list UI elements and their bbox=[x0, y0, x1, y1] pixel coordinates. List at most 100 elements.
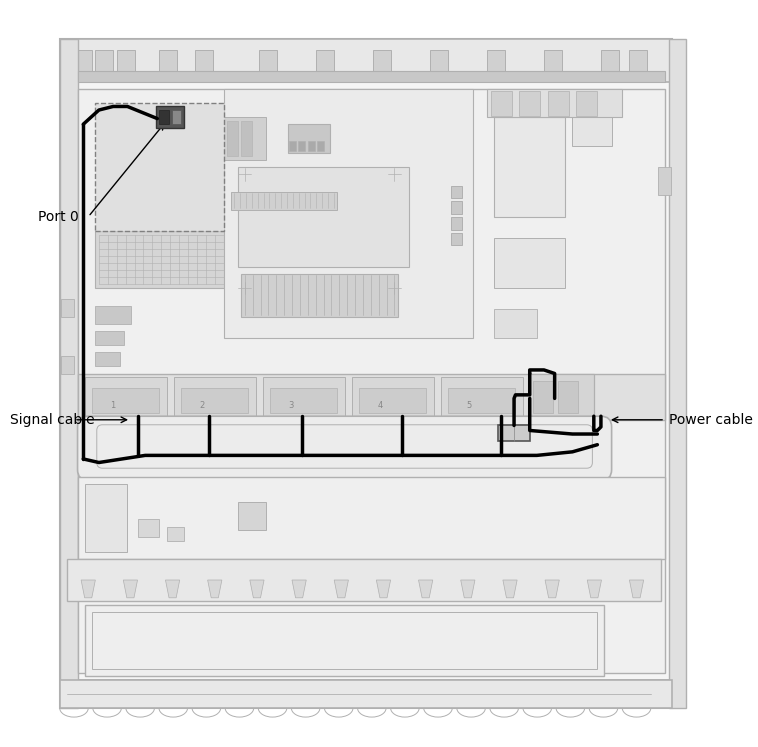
Bar bbox=[213, 121, 224, 156]
Text: Signal cable: Signal cable bbox=[10, 413, 95, 427]
Bar bbox=[452, 201, 462, 214]
Bar bbox=[61, 299, 74, 317]
Bar bbox=[156, 107, 184, 128]
Bar bbox=[96, 331, 124, 345]
Bar bbox=[270, 388, 337, 412]
Text: 2: 2 bbox=[199, 401, 205, 410]
Text: Power cable: Power cable bbox=[669, 413, 753, 427]
Bar bbox=[534, 381, 553, 412]
Bar bbox=[85, 377, 167, 416]
Polygon shape bbox=[250, 580, 264, 598]
Bar bbox=[440, 377, 522, 416]
Bar bbox=[67, 559, 662, 601]
Bar bbox=[85, 605, 604, 676]
Bar bbox=[430, 49, 448, 71]
Bar bbox=[259, 49, 277, 71]
Bar bbox=[490, 91, 512, 116]
Bar bbox=[230, 192, 337, 210]
Bar bbox=[85, 484, 127, 551]
Bar bbox=[352, 377, 434, 416]
Bar bbox=[174, 377, 255, 416]
Bar bbox=[487, 89, 622, 117]
Bar bbox=[316, 49, 334, 71]
Bar bbox=[558, 381, 578, 412]
Bar bbox=[452, 217, 462, 229]
Bar bbox=[241, 274, 398, 317]
Text: 5: 5 bbox=[467, 401, 471, 410]
Bar bbox=[60, 39, 672, 81]
Bar bbox=[106, 164, 205, 182]
Bar bbox=[572, 117, 612, 146]
Text: 3: 3 bbox=[289, 401, 294, 410]
Bar bbox=[102, 381, 117, 391]
Text: 1: 1 bbox=[111, 401, 116, 410]
Bar bbox=[373, 49, 391, 71]
Polygon shape bbox=[334, 580, 349, 598]
Bar bbox=[96, 306, 131, 323]
Bar bbox=[530, 374, 594, 420]
Bar bbox=[547, 91, 569, 116]
Bar bbox=[238, 167, 409, 267]
Bar bbox=[167, 527, 184, 541]
Bar bbox=[171, 110, 181, 124]
Bar bbox=[74, 49, 92, 71]
Polygon shape bbox=[292, 580, 306, 598]
Polygon shape bbox=[545, 580, 559, 598]
Bar bbox=[576, 91, 597, 116]
Bar bbox=[487, 49, 505, 71]
Bar bbox=[498, 426, 530, 441]
Bar bbox=[209, 117, 266, 160]
Bar bbox=[544, 49, 562, 71]
Bar bbox=[452, 232, 462, 245]
Polygon shape bbox=[124, 580, 137, 598]
Bar bbox=[92, 612, 597, 669]
Bar bbox=[263, 377, 345, 416]
Bar bbox=[227, 121, 238, 156]
Text: Port 0: Port 0 bbox=[39, 210, 79, 224]
Bar bbox=[494, 117, 565, 217]
Bar bbox=[658, 167, 671, 196]
Polygon shape bbox=[81, 580, 96, 598]
Bar bbox=[96, 49, 113, 71]
Bar bbox=[60, 39, 77, 708]
Bar bbox=[452, 185, 462, 198]
Polygon shape bbox=[377, 580, 390, 598]
Bar bbox=[241, 121, 252, 156]
Bar bbox=[61, 356, 74, 374]
Bar bbox=[138, 381, 152, 391]
Bar bbox=[77, 477, 665, 559]
Bar bbox=[181, 388, 249, 412]
Polygon shape bbox=[208, 580, 222, 598]
FancyBboxPatch shape bbox=[77, 416, 612, 480]
Bar bbox=[287, 124, 330, 152]
Polygon shape bbox=[629, 580, 644, 598]
Bar bbox=[77, 89, 665, 672]
Bar bbox=[60, 39, 672, 708]
Bar bbox=[77, 374, 665, 420]
Polygon shape bbox=[587, 580, 602, 598]
Bar bbox=[359, 388, 427, 412]
Bar bbox=[77, 71, 665, 81]
Bar bbox=[159, 49, 177, 71]
Polygon shape bbox=[165, 580, 180, 598]
Bar bbox=[669, 39, 687, 708]
Bar bbox=[156, 381, 170, 391]
Bar bbox=[92, 388, 159, 412]
Bar bbox=[96, 103, 224, 231]
Bar bbox=[159, 110, 169, 124]
Polygon shape bbox=[418, 580, 433, 598]
Polygon shape bbox=[503, 580, 517, 598]
Bar bbox=[121, 381, 134, 391]
Bar bbox=[195, 49, 213, 71]
Bar bbox=[60, 680, 672, 708]
Bar bbox=[299, 140, 305, 151]
Bar bbox=[317, 140, 324, 151]
Bar bbox=[601, 49, 619, 71]
Polygon shape bbox=[461, 580, 475, 598]
Bar bbox=[224, 89, 473, 338]
Bar bbox=[138, 519, 159, 537]
Bar bbox=[238, 502, 266, 530]
Text: 4: 4 bbox=[377, 401, 383, 410]
Bar bbox=[96, 231, 227, 288]
Bar bbox=[448, 388, 515, 412]
